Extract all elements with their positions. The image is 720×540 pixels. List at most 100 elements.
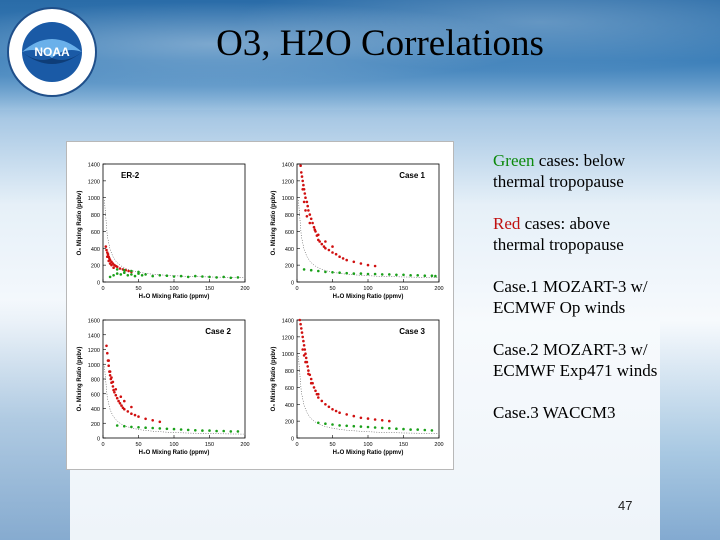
y-tick-label: 1200 (88, 348, 100, 354)
red-data-point (331, 251, 334, 254)
panel-label: Case 1 (399, 171, 425, 180)
y-tick-label: 400 (91, 247, 100, 253)
green-data-point (194, 429, 197, 432)
green-data-point (172, 427, 176, 431)
y-tick-label: 1400 (88, 333, 100, 339)
y-tick-label: 1000 (88, 196, 100, 202)
green-data-point (317, 269, 320, 273)
y-tick-label: 600 (285, 230, 294, 236)
x-tick-label: 150 (399, 442, 408, 448)
green-data-point (395, 273, 398, 277)
green-data-point (395, 427, 398, 431)
x-tick-label: 150 (205, 442, 214, 448)
note-case2-line1: Case.2 MOZART-3 w/ (493, 340, 648, 359)
y-axis-label: O₃ Mixing Ratio (ppbv) (77, 347, 83, 412)
red-data-point (373, 264, 377, 268)
green-data-point (423, 274, 427, 277)
green-data-point (430, 429, 434, 432)
red-data-point (151, 419, 154, 422)
green-data-point (208, 275, 211, 279)
red-data-point (106, 351, 109, 355)
red-data-point (324, 240, 327, 243)
plot-frame (102, 163, 246, 283)
reference-curve (298, 200, 438, 278)
y-tick-label: 0 (97, 281, 100, 287)
green-data-point (186, 275, 190, 279)
red-data-point (308, 213, 312, 216)
red-data-point (106, 255, 109, 258)
green-data-point (194, 274, 197, 278)
red-data-point (324, 247, 327, 250)
red-data-point (345, 413, 349, 416)
green-data-point (215, 429, 218, 433)
green-data-point (388, 273, 391, 276)
x-tick-label: 200 (240, 286, 249, 292)
green-data-point (345, 271, 349, 275)
red-data-point (112, 266, 115, 269)
green-data-point (331, 271, 334, 274)
green-data-point (423, 428, 427, 432)
red-data-point (309, 381, 313, 385)
red-data-point (104, 245, 108, 248)
red-data-point (144, 417, 147, 421)
note-case1-line1: Case.1 MOZART-3 w/ (493, 277, 648, 296)
plot-frame (102, 319, 246, 439)
x-tick-label: 150 (399, 286, 408, 292)
red-data-point (137, 415, 140, 418)
red-data-point (300, 327, 303, 330)
red-data-point (307, 372, 310, 376)
green-data-point (236, 430, 240, 433)
red-data-point (324, 403, 327, 406)
red-data-point (158, 420, 162, 424)
green-data-point (123, 268, 126, 272)
red-data-point (120, 404, 123, 407)
red-data-point (301, 179, 304, 183)
y-tick-label: 1000 (282, 352, 294, 358)
x-tick-label: 100 (363, 286, 372, 292)
green-data-point (309, 268, 313, 272)
red-data-point (334, 409, 338, 413)
red-data-point (302, 344, 306, 347)
green-data-point (229, 276, 233, 280)
y-tick-label: 200 (285, 264, 294, 270)
panel-label: Case 3 (399, 327, 425, 336)
green-data-point (201, 429, 204, 432)
y-axis-label: O₃ Mixing Ratio (ppbv) (271, 347, 277, 412)
green-data-point (380, 426, 384, 430)
red-data-point (359, 262, 363, 265)
green-data-point (158, 274, 162, 277)
x-tick-label: 0 (101, 286, 104, 292)
green-data-point (215, 276, 218, 279)
noaa-logo: NOAA (6, 6, 98, 98)
y-tick-label: 600 (285, 386, 294, 392)
green-data-point (144, 273, 147, 276)
note-case2-line2: ECMWF Exp471 winds (493, 361, 658, 380)
green-data-point (338, 424, 341, 427)
red-data-point (108, 370, 112, 373)
red-data-point (107, 364, 110, 367)
red-data-point (380, 419, 384, 422)
green-data-point (416, 274, 420, 277)
green-data-point (338, 271, 341, 274)
green-data-point (123, 424, 126, 428)
red-data-point (366, 263, 370, 267)
panel-3: 0 200 400 600 800 1000 1200 1400 1600 0 50 100 150 20… (77, 319, 250, 457)
x-tick-label: 200 (434, 286, 443, 292)
red-data-point (302, 183, 305, 187)
red-data-point (317, 233, 320, 237)
note-red-line1: cases: above (520, 214, 611, 233)
green-data-point (201, 275, 204, 278)
y-tick-label: 600 (91, 230, 100, 236)
x-tick-label: 100 (169, 286, 178, 292)
green-data-point (409, 428, 412, 431)
note-case1: Case.1 MOZART-3 w/ ECMWF Op winds (493, 276, 713, 318)
y-tick-label: 0 (291, 281, 294, 287)
red-data-point (105, 344, 108, 348)
red-data-point (114, 393, 118, 397)
red-data-point (304, 356, 308, 360)
red-data-point (301, 188, 304, 191)
red-data-point (313, 228, 317, 231)
red-data-point (307, 369, 310, 372)
green-data-point (115, 268, 119, 271)
reference-curve (104, 200, 244, 278)
